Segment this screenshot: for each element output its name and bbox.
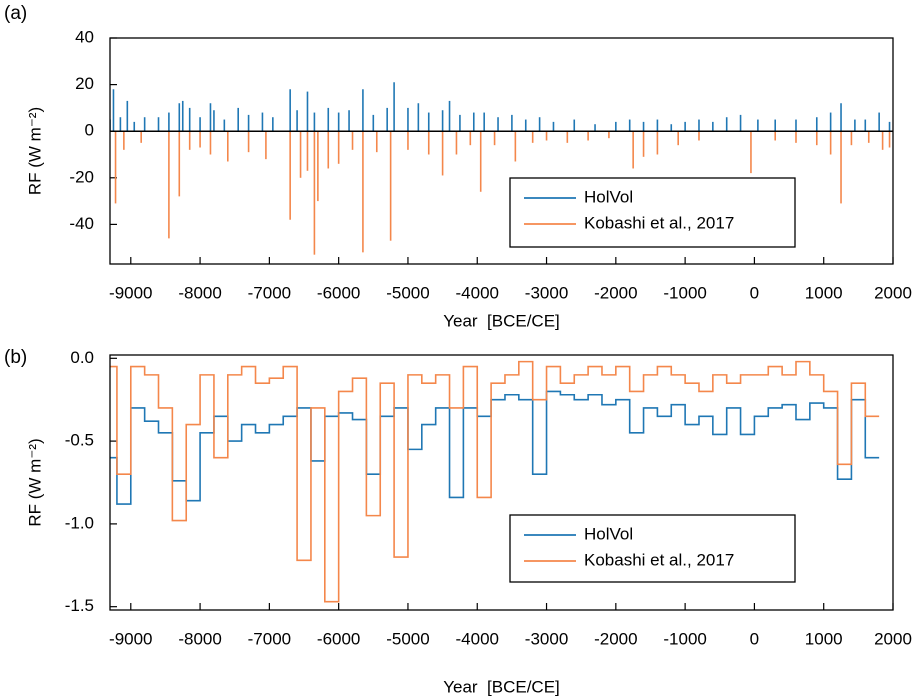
x-tick-label: -8000 <box>178 629 221 648</box>
legend-label: Kobashi et al., 2017 <box>584 550 734 569</box>
x-tick-label: 2000 <box>874 283 912 302</box>
plot-area <box>110 82 893 255</box>
legend-label: Kobashi et al., 2017 <box>584 213 734 232</box>
panel-label: (b) <box>4 347 27 368</box>
x-tick-label: -5000 <box>386 283 429 302</box>
y-tick-label: -40 <box>69 214 94 233</box>
x-tick-label: -2000 <box>594 283 637 302</box>
x-tick-label: 1000 <box>805 629 843 648</box>
x-tick-label: -4000 <box>456 283 499 302</box>
y-tick-label: 0.0 <box>70 348 94 367</box>
x-tick-label: -9000 <box>109 283 152 302</box>
x-tick-label: 1000 <box>805 283 843 302</box>
y-tick-label: 0 <box>85 121 94 140</box>
y-tick-label: -20 <box>69 167 94 186</box>
x-axis-label: Year [BCE/CE] <box>443 311 560 330</box>
x-tick-label: -8000 <box>178 283 221 302</box>
y-tick-label: 40 <box>75 27 94 46</box>
x-tick-label: -7000 <box>248 283 291 302</box>
legend-label: HolVol <box>584 187 633 206</box>
y-axis-label: RF (W m⁻²) <box>25 107 44 195</box>
y-tick-label: 20 <box>75 74 94 93</box>
x-tick-label: -5000 <box>386 629 429 648</box>
x-tick-label: 2000 <box>874 629 912 648</box>
plot-frame <box>109 37 894 265</box>
legend-label: HolVol <box>584 524 633 543</box>
x-tick-label: -2000 <box>594 629 637 648</box>
x-tick-label: -6000 <box>317 629 360 648</box>
x-tick-label: -6000 <box>317 283 360 302</box>
step-line <box>110 360 880 603</box>
x-tick-label: 0 <box>750 283 759 302</box>
x-tick-label: -3000 <box>525 283 568 302</box>
y-axis-label: RF (W m⁻²) <box>25 438 44 526</box>
x-tick-label: -9000 <box>109 629 152 648</box>
x-tick-label: 0 <box>750 629 759 648</box>
panel-label: (a) <box>4 3 27 24</box>
plot-area <box>110 360 880 603</box>
x-axis-label: Year [BCE/CE] <box>443 677 560 696</box>
legend-box <box>509 177 796 248</box>
y-tick-label: -1.5 <box>65 596 94 615</box>
y-tick-label: -0.5 <box>65 431 94 450</box>
x-tick-label: -1000 <box>663 629 706 648</box>
x-tick-label: -1000 <box>663 283 706 302</box>
x-tick-label: -4000 <box>456 629 499 648</box>
plot-frame <box>109 354 894 611</box>
y-tick-label: -1.0 <box>65 513 94 532</box>
x-tick-label: -7000 <box>248 629 291 648</box>
legend-box <box>509 514 796 583</box>
x-tick-label: -3000 <box>525 629 568 648</box>
